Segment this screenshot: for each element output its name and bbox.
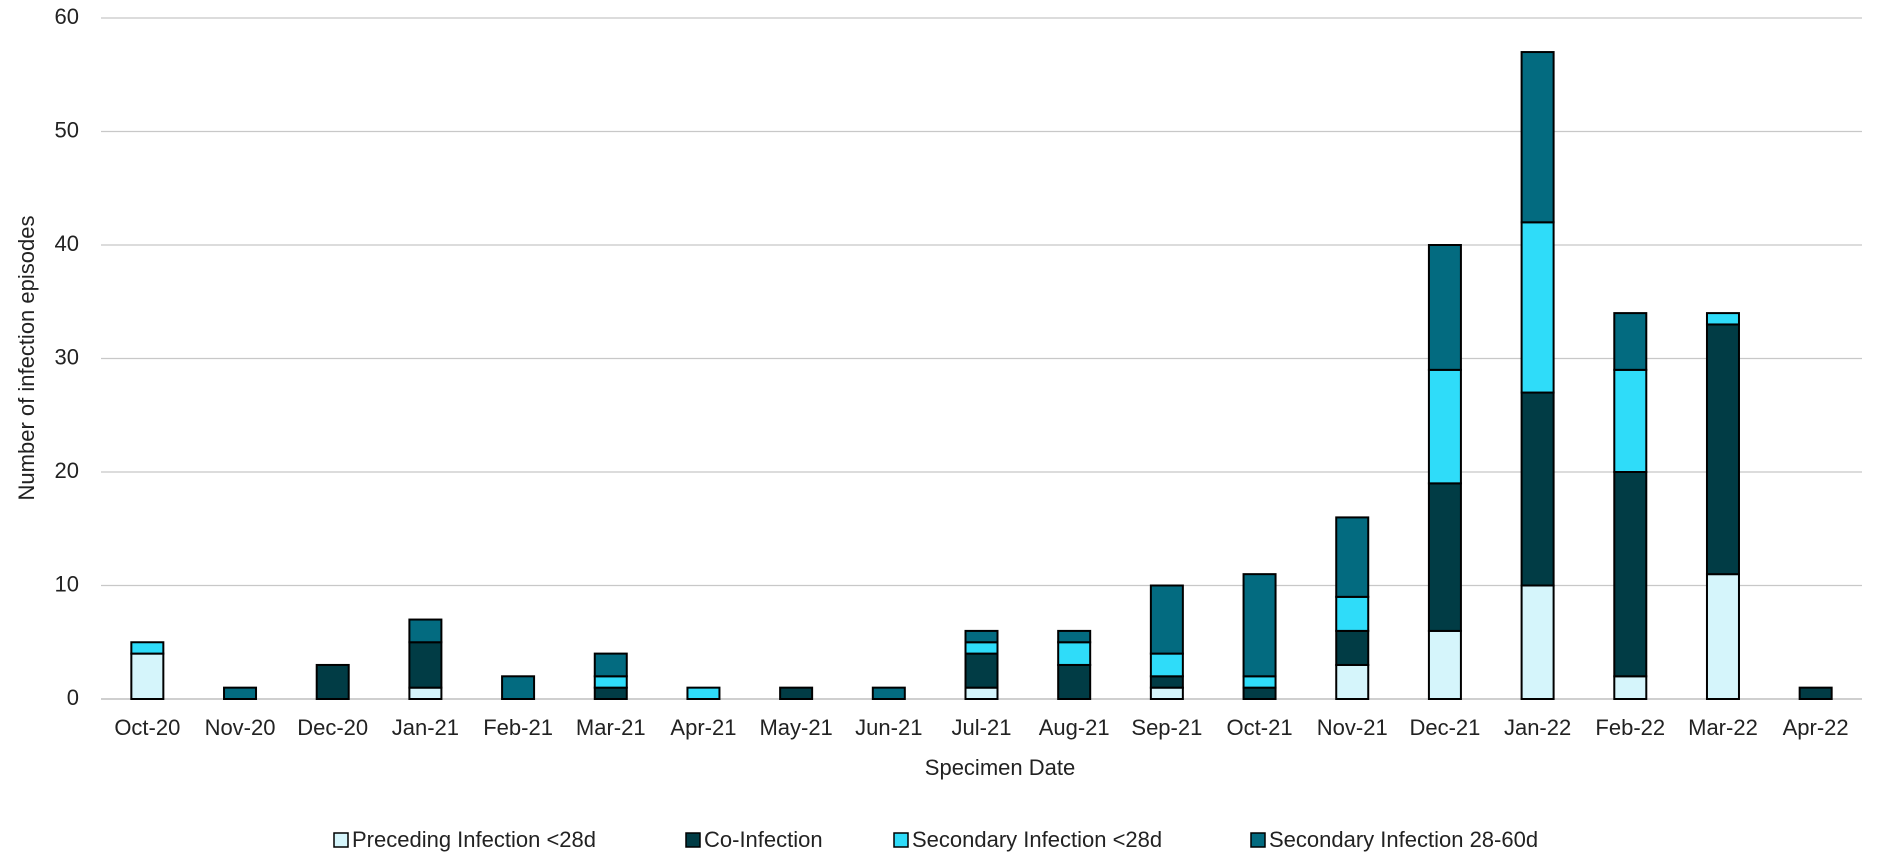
bar-segment <box>1149 675 1184 689</box>
y-tick-label: 50 <box>55 117 79 142</box>
bar-segment <box>964 652 999 689</box>
x-tick-label: Feb-22 <box>1595 715 1665 740</box>
bar-segment <box>408 618 443 644</box>
bar-segment <box>223 686 258 701</box>
y-tick-label: 60 <box>55 4 79 29</box>
x-tick-label: Jun-21 <box>855 715 922 740</box>
x-axis-title: Specimen Date <box>925 755 1075 780</box>
bar-segment <box>1242 675 1277 689</box>
bar-segment <box>1613 368 1648 474</box>
legend-label: Preceding Infection <28d <box>352 827 596 852</box>
bar-segment <box>1427 629 1462 701</box>
y-tick-label: 0 <box>67 685 79 710</box>
x-tick-label: Jan-22 <box>1504 715 1571 740</box>
y-tick-label: 40 <box>55 231 79 256</box>
legend-swatch <box>685 832 701 848</box>
bar-segment <box>686 686 721 701</box>
x-tick-label: Mar-22 <box>1688 715 1758 740</box>
bar-segment <box>1520 51 1555 224</box>
bar-segment <box>1149 686 1184 701</box>
bar-segment <box>1705 573 1740 701</box>
bar-segment <box>501 675 536 700</box>
bar-segment <box>964 629 999 644</box>
bar-segment <box>779 686 814 701</box>
x-tick-label: Nov-20 <box>205 715 276 740</box>
x-tick-label: Nov-21 <box>1317 715 1388 740</box>
x-tick-label: Apr-22 <box>1783 715 1849 740</box>
x-tick-label: Dec-21 <box>1409 715 1480 740</box>
bar-segment <box>1705 323 1740 576</box>
x-tick-label: Aug-21 <box>1039 715 1110 740</box>
x-tick-label: Mar-21 <box>576 715 646 740</box>
y-tick-label: 10 <box>55 571 79 596</box>
bar-segment <box>1335 629 1370 666</box>
bar-segment <box>315 663 350 701</box>
bar-segment <box>1427 368 1462 485</box>
legend-swatch <box>333 832 349 848</box>
x-tick-label: Sep-21 <box>1131 715 1202 740</box>
x-tick-label: Apr-21 <box>670 715 736 740</box>
bar-segment <box>130 641 165 655</box>
bar-segment <box>1705 312 1740 326</box>
y-tick-label: 30 <box>55 344 79 369</box>
bar-segment <box>1057 663 1092 701</box>
bar-segment <box>1057 629 1092 644</box>
legend-label: Co-Infection <box>704 827 823 852</box>
bar-segment <box>593 686 628 701</box>
bar-segment <box>1335 516 1370 598</box>
legend-swatch <box>1250 832 1266 848</box>
bar-segment <box>1520 221 1555 394</box>
bar-segment <box>1057 641 1092 666</box>
bar-segment <box>408 686 443 701</box>
legend-swatch <box>893 832 909 848</box>
bar-segment <box>130 652 165 700</box>
bar-segment <box>1613 675 1648 700</box>
x-tick-label: May-21 <box>759 715 832 740</box>
bar-segment <box>1613 312 1648 371</box>
bar-segment <box>871 686 906 701</box>
bar-segment <box>1149 584 1184 655</box>
x-tick-label: Jan-21 <box>392 715 459 740</box>
x-tick-label: Dec-20 <box>297 715 368 740</box>
bar-segment <box>1798 686 1833 701</box>
legend-label: Secondary Infection 28-60d <box>1269 827 1538 852</box>
bar-segment <box>593 652 628 678</box>
bar-segment <box>964 686 999 701</box>
legend-label: Secondary Infection <28d <box>912 827 1162 852</box>
bar-segment <box>1520 584 1555 700</box>
bar-segment <box>408 641 443 689</box>
bar-segment <box>1427 244 1462 371</box>
x-tick-label: Feb-21 <box>483 715 553 740</box>
bar-segment <box>593 675 628 689</box>
bar-segment <box>964 641 999 655</box>
x-tick-label: Oct-21 <box>1227 715 1293 740</box>
bar-segment <box>1149 652 1184 678</box>
bar-segment <box>1613 471 1648 678</box>
x-tick-label: Oct-20 <box>114 715 180 740</box>
x-tick-label: Jul-21 <box>952 715 1012 740</box>
bar-segment <box>1335 663 1370 701</box>
y-axis-title: Number of infection episodes <box>14 216 39 501</box>
bar-segment <box>1520 391 1555 587</box>
bar-segment <box>1242 686 1277 701</box>
bar-segment <box>1335 595 1370 632</box>
bar-segment <box>1242 573 1277 678</box>
bar-segment <box>1427 482 1462 632</box>
y-tick-label: 20 <box>55 458 79 483</box>
